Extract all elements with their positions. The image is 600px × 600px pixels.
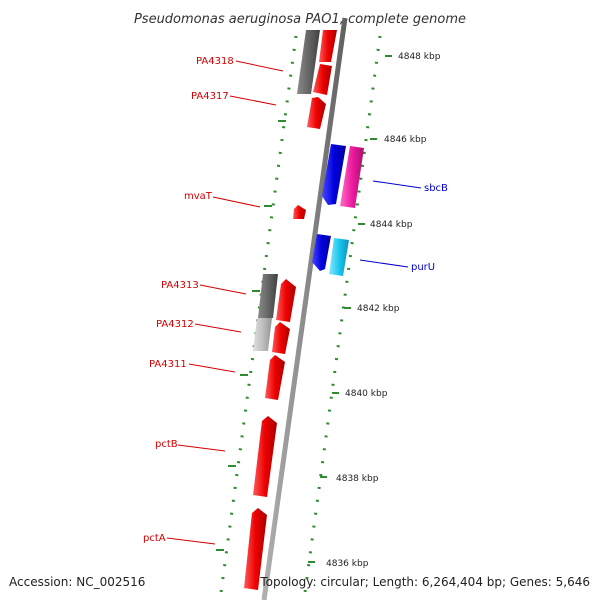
leader-PA4313 — [199, 284, 247, 295]
tick-label: 4838 kbp — [336, 474, 379, 484]
leader-PA4312 — [194, 323, 242, 333]
gene-blue-lower — [312, 234, 331, 271]
tick-label: 4846 kbp — [384, 135, 427, 145]
gene-PA4318 — [313, 64, 332, 95]
label-PA4312: PA4312 — [156, 319, 194, 330]
label-sbcB: sbcB — [424, 183, 448, 194]
topology-text: Topology: circular; Length: 6,264,404 bp… — [259, 575, 590, 589]
label-mvaT: mvaT — [184, 191, 213, 202]
gene-red-top — [319, 30, 337, 62]
tick-label: 4836 kbp — [326, 559, 369, 569]
gene-pctB — [253, 416, 277, 497]
genome-backbone — [261, 17, 348, 600]
label-PA4318: PA4318 — [196, 56, 234, 67]
scale: 4848 kbp 4846 kbp 4844 kbp 4842 kbp 4840… — [216, 52, 441, 569]
label-pctB: pctB — [155, 439, 178, 450]
tick-label: 4840 kbp — [345, 389, 388, 399]
leader-pctA — [166, 537, 216, 545]
tick-label: 4848 kbp — [398, 52, 441, 62]
label-pctA: pctA — [143, 533, 166, 544]
leader-purU — [359, 259, 409, 268]
gene-PA4317 — [307, 97, 326, 129]
label-PA4311: PA4311 — [149, 359, 187, 370]
leader-PA4317 — [229, 95, 277, 106]
gene-pctA — [244, 508, 267, 590]
gene-PA4313-feature — [258, 274, 278, 318]
tick-label: 4844 kbp — [370, 220, 413, 230]
gene-PA4312 — [272, 322, 290, 354]
gene-PA4313 — [276, 279, 296, 322]
leader-PA4311 — [188, 363, 236, 373]
gene-PA4311 — [265, 355, 285, 400]
gene-labels: PA4318 PA4317 mvaT PA4313 PA4312 PA4311 … — [143, 56, 448, 545]
label-purU: purU — [411, 262, 435, 273]
leader-pctB — [177, 444, 226, 452]
label-PA4313: PA4313 — [161, 280, 199, 291]
label-PA4317: PA4317 — [191, 91, 229, 102]
leader-mvaT — [212, 196, 261, 208]
gene-mvaT — [293, 205, 306, 219]
map-title: Pseudomonas aeruginosa PAO1, complete ge… — [134, 12, 466, 27]
outer-track-guides — [218, 35, 382, 600]
leader-sbcB — [372, 180, 422, 189]
gene-blue-upper — [322, 144, 346, 205]
gene-purU — [329, 238, 349, 276]
accession-text: Accession: NC_002516 — [9, 575, 145, 589]
gene-PA4318-feature — [297, 30, 320, 94]
tick-label: 4842 kbp — [357, 304, 400, 314]
leader-PA4318 — [235, 60, 284, 72]
gene-sbcB — [340, 146, 364, 208]
genes — [244, 30, 364, 590]
gene-PA4312-feature — [253, 318, 272, 351]
